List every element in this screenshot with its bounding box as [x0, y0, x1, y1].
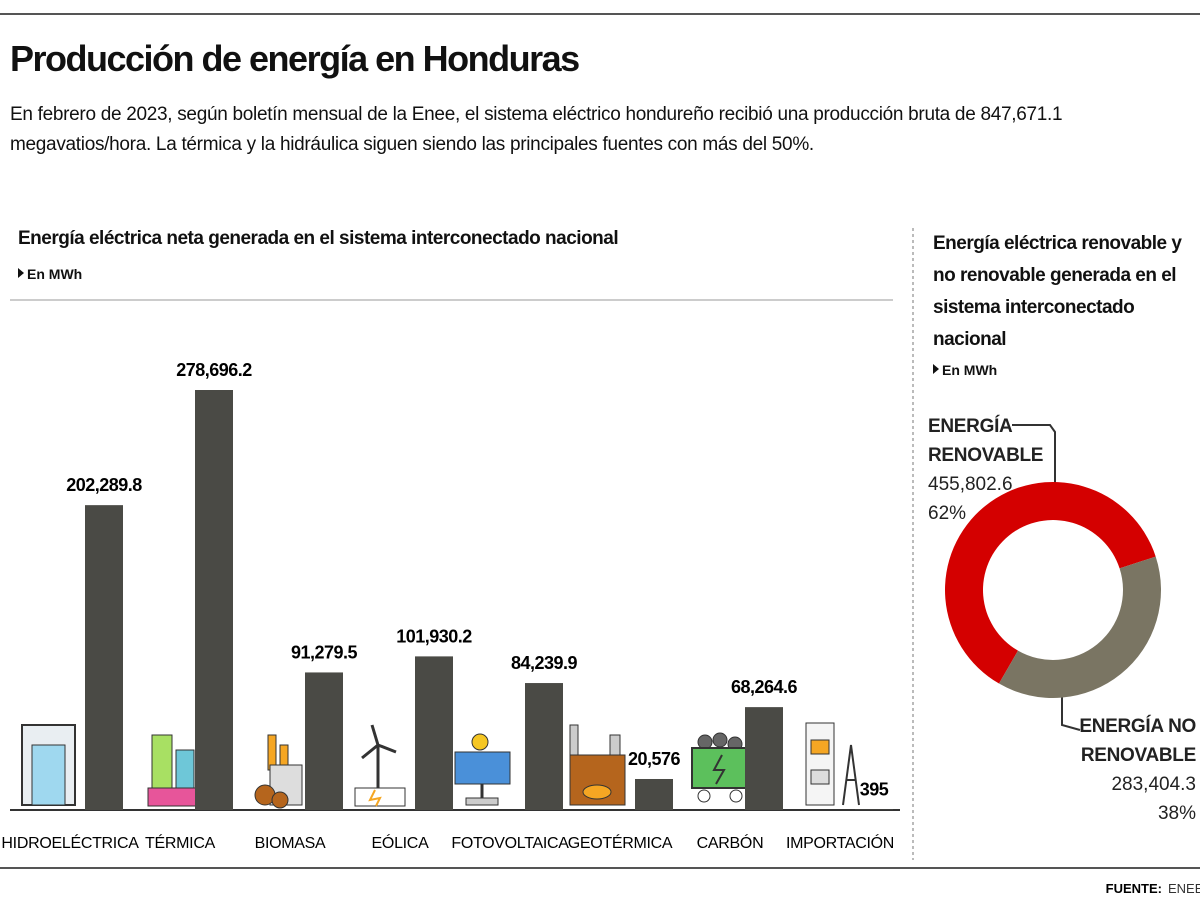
title: Producción de energía en Honduras [10, 38, 580, 79]
icon-coal [691, 732, 748, 803]
donut-label: ENERGÍA NO RENOVABLE 283,404.3 38% [1040, 712, 1196, 828]
unit-arrow [18, 268, 24, 278]
bar-chart-unit: En MWh [27, 266, 83, 282]
donut-label: ENERGÍA RENOVABLE 455,802.6 62% [928, 412, 1048, 528]
category-label: TÉRMICA [145, 833, 216, 852]
bar [305, 672, 343, 810]
bar [195, 390, 233, 810]
bar [525, 683, 563, 810]
icon-wind [354, 724, 406, 807]
category-label: BIOMASA [255, 835, 326, 852]
category-label: EÓLICA [372, 833, 430, 852]
source: ENEE. [1168, 881, 1200, 896]
source-label: FUENTE: [1106, 881, 1162, 896]
value-label: 395 [860, 779, 889, 799]
category-label: HIDROELÉCTRICA [1, 833, 139, 852]
subtitle: En febrero de 2023, según boletín mensua… [10, 104, 1063, 155]
value-label: 91,279.5 [291, 642, 358, 662]
leader-line [1012, 424, 1056, 515]
category-label: IMPORTACIÓN [786, 833, 894, 852]
bar [85, 505, 123, 810]
category-label: FOTOVOLTAICA [451, 835, 569, 852]
bar [635, 778, 673, 810]
top-rule [0, 13, 1200, 15]
value-label: 84,239.9 [511, 653, 578, 673]
value-label: 20,576 [628, 749, 681, 769]
category-label: CARBÓN [697, 833, 764, 852]
icon-biomass [254, 734, 303, 809]
value-label: 101,930.2 [396, 626, 472, 646]
donut-value-label: 283,404.3 [1111, 774, 1196, 795]
pie-chart-unit: En MWh [942, 362, 998, 378]
pie-chart-title: Energía eléctrica renovable y no renovab… [933, 233, 1182, 350]
donut-value-label: 455,802.6 [928, 474, 1013, 495]
category-label: GEOTÉRMICA [568, 833, 673, 852]
bar [855, 809, 893, 810]
donut-category-label: ENERGÍA RENOVABLE [928, 416, 1044, 466]
icon-hydro [21, 724, 76, 806]
donut-percent-label: 62% [928, 503, 967, 524]
bar [415, 656, 453, 810]
icon-thermal [147, 734, 199, 807]
value-label: 202,289.8 [66, 475, 142, 495]
donut-segment [999, 556, 1162, 698]
icon-solar [454, 733, 511, 806]
value-label: 278,696.2 [176, 360, 252, 380]
unit-arrow [933, 364, 939, 374]
icon-geothermal [569, 724, 626, 806]
value-label: 68,264.6 [731, 677, 798, 697]
bar [745, 707, 783, 810]
icon-import [805, 722, 860, 806]
donut-percent-label: 38% [1157, 803, 1196, 824]
donut-segment [945, 481, 1156, 684]
bar-chart-title: Energía eléctrica neta generada en el si… [18, 228, 619, 249]
donut-category-label: ENERGÍA NO RENOVABLE [1079, 716, 1196, 766]
